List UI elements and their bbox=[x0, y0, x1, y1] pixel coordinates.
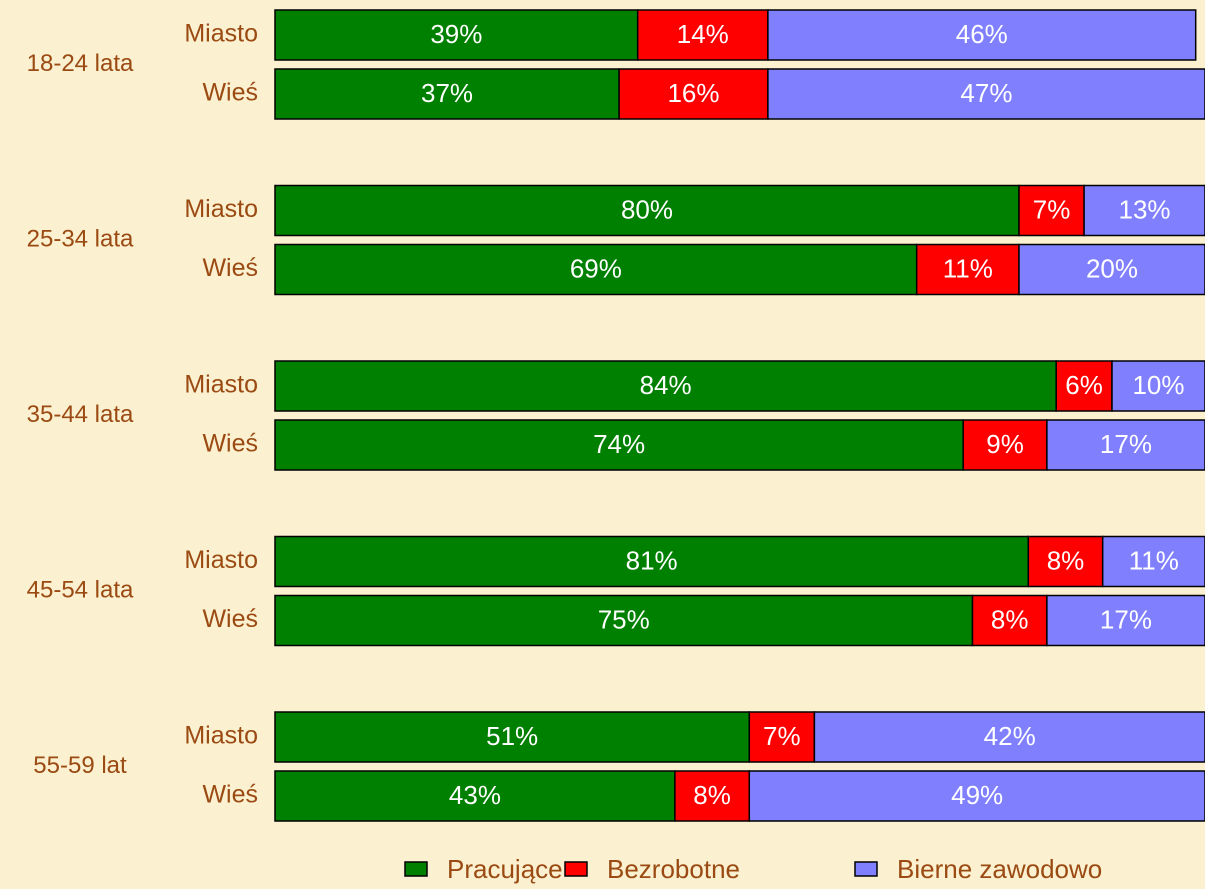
legend-swatch bbox=[854, 861, 878, 877]
data-label: 74% bbox=[593, 429, 645, 459]
y-tick-label: Miasto bbox=[184, 546, 258, 574]
group-label: 35-44 lata bbox=[27, 401, 134, 428]
data-label: 69% bbox=[570, 253, 622, 283]
data-label: 39% bbox=[430, 19, 482, 49]
data-label: 75% bbox=[598, 604, 650, 634]
data-label: 7% bbox=[763, 721, 801, 751]
legend-label: Pracujące bbox=[447, 854, 563, 884]
bar-segment bbox=[813, 711, 1205, 763]
y-tick-label: Wieś bbox=[202, 79, 258, 107]
bar-segment bbox=[274, 184, 1020, 237]
data-label: 49% bbox=[951, 780, 1003, 810]
data-label: 20% bbox=[1086, 253, 1138, 283]
data-label: 81% bbox=[626, 545, 678, 575]
y-tick-label: Wieś bbox=[202, 430, 258, 458]
y-tick-label: Miasto bbox=[184, 20, 258, 48]
bar-segment bbox=[274, 594, 974, 647]
bar-segment bbox=[274, 711, 751, 763]
bar-segment bbox=[1055, 360, 1113, 412]
data-label: 17% bbox=[1100, 429, 1152, 459]
group-label: 55-59 lat bbox=[33, 752, 127, 779]
bar-segment bbox=[1046, 594, 1205, 647]
bar-segment bbox=[748, 711, 816, 763]
legend-swatch bbox=[404, 861, 428, 877]
data-label: 51% bbox=[486, 721, 538, 751]
data-label: 8% bbox=[1047, 545, 1085, 575]
data-label: 13% bbox=[1119, 194, 1171, 224]
bar-segment bbox=[674, 770, 751, 822]
bar-segment bbox=[274, 419, 964, 471]
y-tick-label: Miasto bbox=[184, 722, 258, 750]
data-label: 14% bbox=[677, 19, 729, 49]
bar-segment bbox=[1018, 243, 1205, 296]
bar-segment bbox=[1111, 360, 1205, 412]
bar-segment bbox=[915, 243, 1020, 296]
y-tick-label: Miasto bbox=[184, 371, 258, 399]
data-label: 6% bbox=[1065, 370, 1103, 400]
data-label: 11% bbox=[1129, 545, 1179, 575]
group-label: 45-54 lata bbox=[27, 576, 134, 603]
bar-segment bbox=[274, 243, 918, 296]
bar-segment bbox=[618, 68, 769, 120]
bar-segment bbox=[274, 770, 676, 822]
y-tick-label: Wieś bbox=[202, 605, 258, 633]
legend-label: Bierne zawodowo bbox=[897, 854, 1102, 884]
data-label: 7% bbox=[1033, 194, 1071, 224]
group-label: 18-24 lata bbox=[27, 50, 134, 77]
data-label: 80% bbox=[621, 194, 673, 224]
data-label: 84% bbox=[640, 370, 692, 400]
bar-segment bbox=[1027, 535, 1104, 588]
bar-segment bbox=[274, 360, 1057, 412]
bar-segment bbox=[274, 9, 639, 61]
data-label: 8% bbox=[693, 780, 731, 810]
data-label: 10% bbox=[1132, 370, 1184, 400]
bar-segment bbox=[636, 9, 769, 61]
bar-segment bbox=[962, 419, 1048, 471]
data-label: 42% bbox=[984, 721, 1036, 751]
y-tick-label: Miasto bbox=[184, 195, 258, 223]
bar-segment bbox=[767, 9, 1197, 61]
bar-segment bbox=[1046, 419, 1205, 471]
legend-swatch bbox=[564, 861, 588, 877]
data-label: 11% bbox=[943, 253, 993, 283]
bar-segment bbox=[748, 770, 1205, 822]
group-label: 25-34 lata bbox=[27, 225, 134, 252]
legend-label: Bezrobotne bbox=[607, 854, 740, 884]
data-label: 8% bbox=[991, 604, 1029, 634]
y-tick-label: Wieś bbox=[202, 254, 258, 282]
bar-segment bbox=[274, 535, 1030, 588]
bar-segment bbox=[971, 594, 1048, 647]
data-label: 16% bbox=[667, 78, 719, 108]
data-label: 46% bbox=[956, 19, 1008, 49]
data-label: 37% bbox=[421, 78, 473, 108]
data-label: 17% bbox=[1100, 604, 1152, 634]
y-tick-label: Wieś bbox=[202, 781, 258, 809]
data-label: 9% bbox=[986, 429, 1024, 459]
data-label: 43% bbox=[449, 780, 501, 810]
bar-segment bbox=[767, 68, 1205, 120]
data-label: 47% bbox=[960, 78, 1012, 108]
